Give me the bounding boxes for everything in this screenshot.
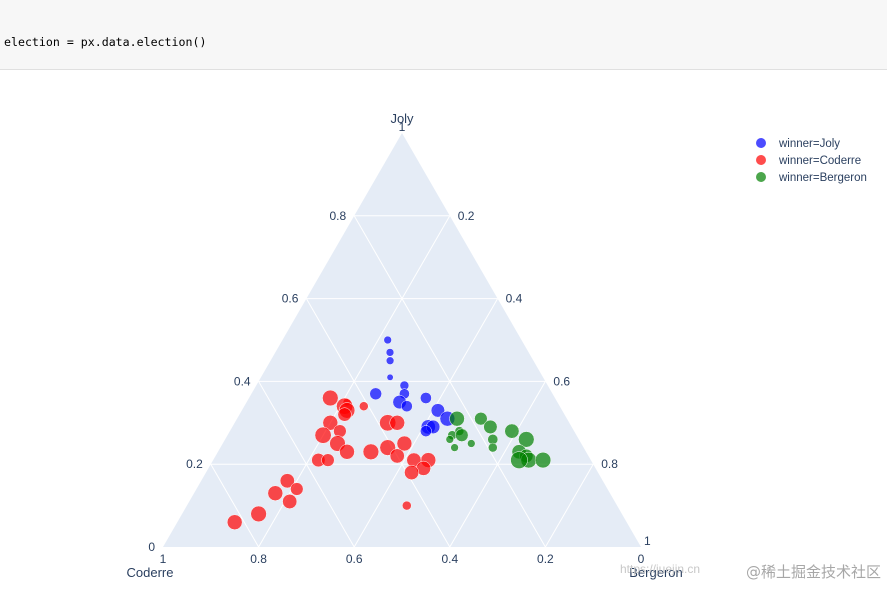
legend-label: winner=Joly: [778, 138, 840, 150]
data-point[interactable]: [518, 431, 535, 448]
gridline-coderre: [305, 298, 451, 548]
data-point[interactable]: [226, 514, 243, 530]
tick-label-joly: 0.4: [234, 374, 251, 388]
data-point[interactable]: [420, 392, 432, 404]
tick-label-coderre: 0.2: [537, 552, 554, 566]
axis-title-joly: Joly: [390, 111, 414, 126]
data-point[interactable]: [402, 500, 412, 511]
data-point[interactable]: [396, 435, 413, 452]
data-point[interactable]: [455, 428, 469, 442]
data-point[interactable]: [337, 407, 352, 422]
data-point[interactable]: [282, 494, 298, 509]
data-point[interactable]: [279, 473, 295, 489]
tick-label-bergeron: 0.8: [601, 457, 618, 471]
data-point[interactable]: [510, 451, 528, 469]
data-point[interactable]: [250, 505, 267, 523]
tick-label-joly: 0.8: [330, 209, 347, 223]
axis-title-bergeron: Bergeron: [629, 565, 682, 580]
tick-label-coderre: 1: [160, 552, 167, 566]
data-point[interactable]: [450, 443, 459, 452]
axis-title-coderre: Coderre: [127, 565, 174, 580]
gridline-bergeron: [449, 381, 546, 548]
data-point[interactable]: [504, 423, 520, 439]
data-point[interactable]: [385, 348, 395, 357]
data-point[interactable]: [420, 425, 432, 437]
legend-label: winner=Bergeron: [778, 172, 867, 184]
legend-marker[interactable]: [756, 138, 766, 148]
gridline-coderre: [210, 463, 260, 548]
tick-label-joly: 0.2: [186, 457, 203, 471]
data-point[interactable]: [333, 424, 347, 438]
data-point[interactable]: [534, 451, 552, 469]
data-point[interactable]: [386, 373, 394, 381]
tick-label-bergeron: 0.2: [458, 209, 475, 223]
data-point[interactable]: [339, 444, 355, 460]
data-point[interactable]: [488, 442, 498, 453]
tick-label-coderre: 0.4: [441, 552, 458, 566]
tick-label-coderre: 0.8: [250, 552, 267, 566]
ternary-plot-svg: 0 0.2 0.4 0.6 0.8 1 0.2 0.4 0.6 0.8 1 1 0.8 0.6 0.4 0.2…: [127, 111, 867, 580]
tick-label-bergeron: 1: [644, 534, 651, 548]
data-point[interactable]: [321, 453, 335, 467]
watermark: @稀土掘金技术社区: [745, 563, 881, 581]
data-point[interactable]: [359, 401, 369, 411]
tick-label-joly: 1: [399, 120, 406, 134]
gridline-coderre: [258, 381, 355, 548]
legend-label: winner=Coderre: [778, 155, 861, 167]
data-point[interactable]: [362, 443, 380, 460]
tick-label-bergeron: 0.4: [506, 292, 523, 306]
data-point[interactable]: [322, 415, 339, 431]
watermark-url: https://juejin.cn: [620, 562, 701, 576]
legend-marker[interactable]: [756, 155, 766, 165]
data-point[interactable]: [449, 410, 465, 427]
data-point[interactable]: [389, 448, 405, 464]
tick-label-bergeron: 0.6: [553, 374, 570, 388]
data-point[interactable]: [322, 389, 339, 407]
ternary-plot: 0 0.2 0.4 0.6 0.8 1 0.2 0.4 0.6 0.8 1 1 0.8 0.6 0.4 0.2…: [0, 70, 887, 586]
tick-label-joly: 0: [148, 540, 155, 554]
data-point[interactable]: [267, 485, 284, 501]
data-point[interactable]: [430, 403, 445, 418]
code-cell[interactable]: election = px.data.election() fig = px.s…: [0, 0, 887, 70]
data-point[interactable]: [404, 465, 420, 480]
data-point[interactable]: [467, 439, 476, 448]
data-point[interactable]: [483, 419, 498, 434]
tick-label-coderre: 0: [638, 552, 645, 566]
data-point[interactable]: [445, 435, 454, 444]
ternary-background: [163, 133, 641, 547]
data-point[interactable]: [389, 415, 405, 431]
data-point[interactable]: [474, 412, 488, 426]
tick-label-joly: 0.6: [282, 292, 299, 306]
data-point[interactable]: [385, 356, 395, 365]
data-point[interactable]: [314, 426, 332, 444]
data-point[interactable]: [369, 387, 382, 401]
code-line-1: election = px.data.election(): [4, 35, 207, 49]
tick-label-coderre: 0.6: [346, 552, 363, 566]
data-point[interactable]: [290, 482, 304, 496]
legend-marker[interactable]: [756, 172, 766, 182]
gridline-bergeron: [544, 463, 594, 548]
data-point[interactable]: [400, 400, 413, 413]
data-point[interactable]: [383, 335, 392, 345]
